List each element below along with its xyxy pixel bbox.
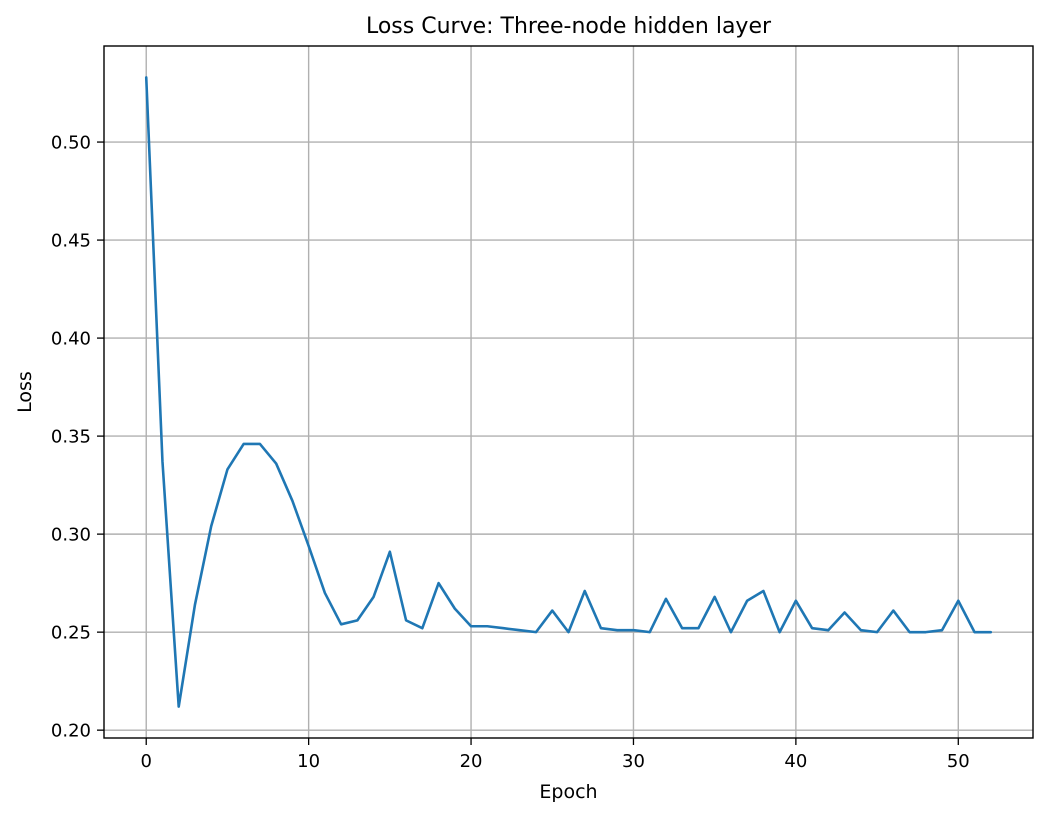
y-tick-label: 0.20 bbox=[51, 721, 91, 742]
y-tick-label: 0.50 bbox=[51, 133, 91, 154]
x-tick-label: 20 bbox=[460, 751, 483, 772]
grid bbox=[104, 46, 1033, 738]
x-axis-label: Epoch bbox=[539, 781, 597, 803]
x-tick-label: 30 bbox=[622, 751, 645, 772]
y-axis-ticks: 0.20 0.25 0.30 0.35 0.40 0.45 0.50 bbox=[51, 133, 104, 742]
plot-frame bbox=[103, 45, 1034, 739]
y-tick-label: 0.45 bbox=[51, 231, 91, 252]
chart-title: Loss Curve: Three-node hidden layer bbox=[366, 14, 772, 39]
y-axis-label: Loss bbox=[14, 371, 36, 413]
loss-series-line bbox=[144, 76, 993, 708]
y-tick-label: 0.35 bbox=[51, 427, 91, 448]
y-tick-label: 0.40 bbox=[51, 329, 91, 350]
x-tick-label: 50 bbox=[947, 751, 970, 772]
series-layer bbox=[144, 76, 993, 708]
x-tick-label: 0 bbox=[141, 751, 152, 772]
x-tick-label: 10 bbox=[297, 751, 320, 772]
x-axis-ticks: 0 10 20 30 40 50 bbox=[141, 738, 970, 772]
y-tick-label: 0.30 bbox=[51, 525, 91, 546]
x-tick-label: 40 bbox=[784, 751, 807, 772]
y-tick-label: 0.25 bbox=[51, 623, 91, 644]
